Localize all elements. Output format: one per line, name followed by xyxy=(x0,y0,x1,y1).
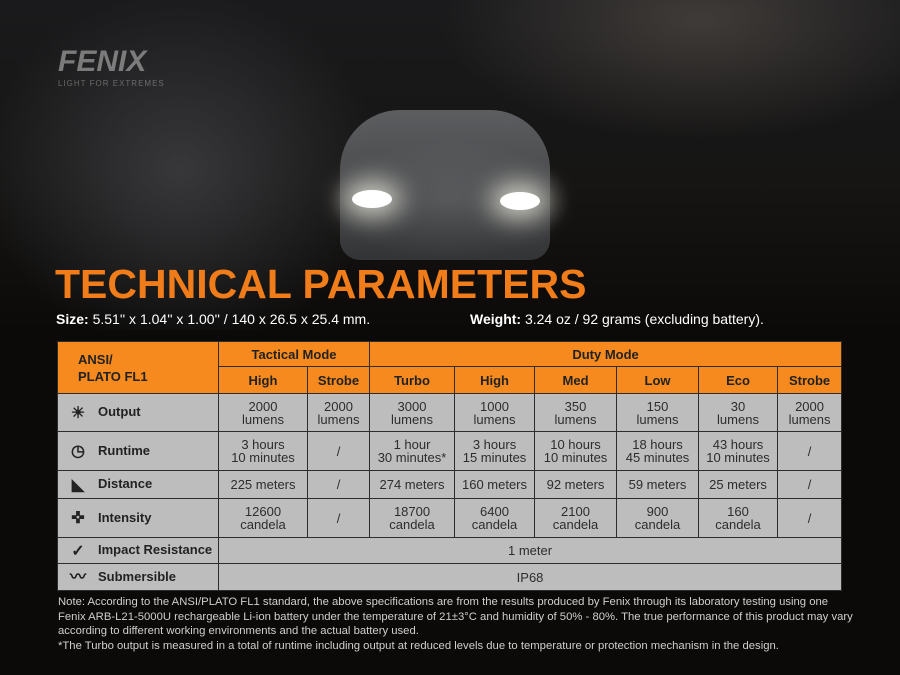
table-cell: 25 meters xyxy=(698,470,779,499)
distance-icon: ◣ xyxy=(71,476,85,494)
table-cell: / xyxy=(306,470,371,499)
submersible-value: IP68 xyxy=(217,563,843,591)
clock-icon: ◷ xyxy=(71,443,85,461)
mode-header: Low xyxy=(616,366,700,394)
table-cell: / xyxy=(777,470,843,499)
brand-logo: FENIX xyxy=(58,45,147,78)
group-tactical: Tactical Mode xyxy=(217,341,371,367)
headlight xyxy=(500,192,540,210)
table-cell: 1 hour 30 minutes* xyxy=(369,431,456,471)
table-cell: 2100 candela xyxy=(534,498,618,538)
table-cell: 3000 lumens xyxy=(369,393,456,432)
table-cell: 10 hours 10 minutes xyxy=(534,431,618,471)
mode-header: Turbo xyxy=(369,366,456,394)
page-title: TECHNICAL PARAMETERS xyxy=(55,261,587,307)
hero-photo xyxy=(0,0,900,330)
table-cell: 150 lumens xyxy=(616,393,700,432)
mode-header: High xyxy=(454,366,536,394)
brand-tagline: LIGHT FOR EXTREMES xyxy=(58,79,165,88)
table-cell: 12600 candela xyxy=(218,498,308,538)
table-cell: / xyxy=(777,498,843,538)
table-cell: 92 meters xyxy=(534,470,618,499)
group-duty: Duty Mode xyxy=(369,341,843,367)
output-icon: ☀ xyxy=(70,404,86,422)
mode-header: Eco xyxy=(698,366,779,394)
table-cell: 18700 candela xyxy=(369,498,456,538)
table-cell: 2000 lumens xyxy=(218,393,308,432)
table-row: ◣ Distance 225 meters/274 meters 160 meters… xyxy=(57,470,843,499)
mode-header: High xyxy=(218,366,308,394)
table-cell: 59 meters xyxy=(616,470,700,499)
spec-table: ANSI/PLATO FL1 Tactical Mode Duty Mode H… xyxy=(57,341,843,591)
row-label: 〰 Submersible xyxy=(57,563,219,591)
submersible-icon: 〰 xyxy=(69,569,86,587)
table-cell: 6400 candela xyxy=(454,498,536,538)
table-row: ☀ Output 2000 lumens 2000 lumens 3000 lumens 100… xyxy=(57,393,843,432)
table-cell: 1000 lumens xyxy=(454,393,536,432)
mode-header: Strobe xyxy=(306,366,371,394)
table-cell: 2000 lumens xyxy=(777,393,843,432)
impact-icon: ✓ xyxy=(71,542,85,560)
table-row: ◷ Runtime 3 hours 10 minutes/1 hour 30 minut… xyxy=(57,431,843,471)
table-cell: 18 hours 45 minutes xyxy=(616,431,700,471)
table-cell: / xyxy=(306,498,371,538)
table-cell: 900 candela xyxy=(616,498,700,538)
table-cell: 225 meters xyxy=(218,470,308,499)
standard-header: ANSI/PLATO FL1 xyxy=(57,341,219,394)
table-cell: 30 lumens xyxy=(698,393,779,432)
table-cell: 43 hours 10 minutes xyxy=(698,431,779,471)
weight-spec: Weight: 3.24 oz / 92 grams (excluding ba… xyxy=(470,311,764,327)
table-cell: 274 meters xyxy=(369,470,456,499)
table-cell: 350 lumens xyxy=(534,393,618,432)
headlight xyxy=(352,190,392,208)
row-label: ◣ Distance xyxy=(57,470,219,499)
car-image xyxy=(340,110,550,260)
row-label: ✜ Intensity xyxy=(57,498,219,538)
mode-header: Med xyxy=(534,366,618,394)
footnote: Note: According to the ANSI/PLATO FL1 st… xyxy=(58,596,853,652)
size-spec: Size: 5.51'' x 1.04'' x 1.00'' / 140 x 2… xyxy=(56,311,371,327)
table-cell: 160 meters xyxy=(454,470,536,499)
table-cell: 3 hours 10 minutes xyxy=(218,431,308,471)
mode-header: Strobe xyxy=(777,366,843,394)
table-cell: 160 candela xyxy=(698,498,779,538)
table-cell: / xyxy=(306,431,371,471)
table-cell: 3 hours 15 minutes xyxy=(454,431,536,471)
table-row: ✜ Intensity 12600 candela/18700 candela 6400 c… xyxy=(57,498,843,538)
row-label: ◷ Runtime xyxy=(57,431,219,471)
table-cell: 2000 lumens xyxy=(306,393,371,432)
table-cell: / xyxy=(777,431,843,471)
impact-value: 1 meter xyxy=(217,537,843,564)
intensity-icon: ✜ xyxy=(71,510,85,528)
row-label: ☀ Output xyxy=(57,393,219,432)
row-label: ✓ Impact Resistance xyxy=(57,537,219,564)
